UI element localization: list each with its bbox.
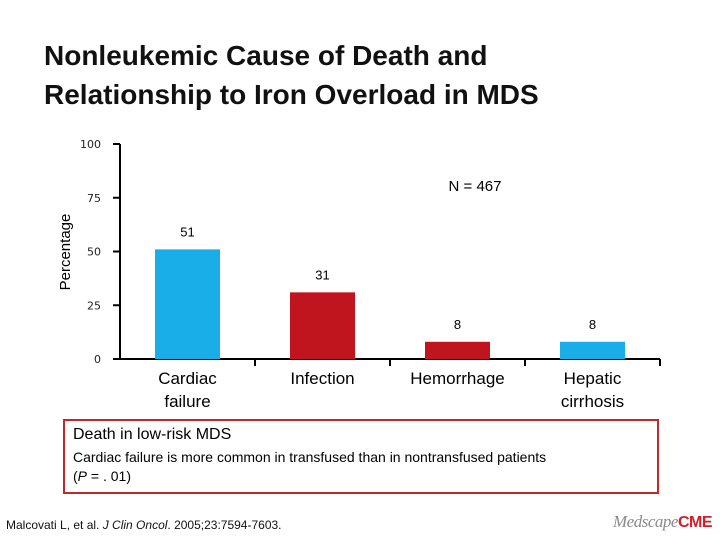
citation-journal: J Clin Oncol (102, 518, 168, 532)
bar (425, 341, 490, 359)
chart-labels: N = 467 51 Cardiac failure 31 Infection 8 Hemor… (158, 178, 624, 411)
x-category-label: cirrhosis (561, 392, 624, 411)
bar (560, 341, 625, 359)
x-category-label: failure (164, 392, 210, 411)
note-box: Death in low-risk MDS Cardiac failure is… (63, 419, 659, 494)
chart-bars (155, 249, 625, 359)
y-axis-title: Percentage (57, 214, 74, 291)
y-tick-label: 50 (87, 246, 101, 259)
bar-data-label: 31 (315, 267, 329, 282)
note-p-close: = . 01) (87, 468, 131, 484)
note-heading: Death in low-risk MDS (73, 426, 232, 443)
y-tick-label: 100 (80, 138, 101, 151)
y-tick-label: 0 (94, 353, 101, 366)
note-body: Cardiac failure is more common in transf… (73, 448, 649, 486)
chart-annotation: N = 467 (449, 178, 502, 195)
x-category-label: Hemorrhage (410, 369, 505, 388)
chart-axes: 0 25 50 75 100 Percentage (57, 138, 661, 366)
logo-part-2: CME (677, 514, 713, 531)
y-tick-label: 25 (87, 299, 101, 312)
citation: Malcovati L, et al. J Clin Oncol. 2005;2… (6, 518, 282, 532)
note-p-open: ( (73, 468, 78, 484)
citation-authors: Malcovati L, et al. (6, 518, 103, 532)
note-body-line-1: Cardiac failure is more common in transf… (73, 449, 547, 465)
bar (155, 249, 220, 359)
logo-part-1: Medscape (613, 512, 678, 531)
bar-data-label: 8 (454, 317, 461, 332)
x-category-label: Cardiac (158, 369, 217, 388)
citation-details: . 2005;23:7594-7603. (167, 518, 282, 532)
medscape-cme-logo: MedscapeCME (613, 512, 712, 532)
bar-data-label: 51 (180, 224, 194, 239)
slide-title-line-2: Relationship to Iron Overload in MDS (44, 79, 539, 110)
x-category-label: Infection (290, 369, 354, 388)
bar-chart: 0 25 50 75 100 Percentage N = 467 51 Cardiac fai… (57, 138, 661, 411)
note-p-italic: P (77, 468, 88, 484)
y-tick-label: 75 (87, 192, 101, 205)
bar-data-label: 8 (589, 317, 596, 332)
slide-title-line-1: Nonleukemic Cause of Death and (44, 40, 488, 71)
slide-title: Nonleukemic Cause of Death and Relations… (44, 36, 684, 114)
x-category-label: Hepatic (564, 369, 622, 388)
bar (290, 292, 355, 359)
